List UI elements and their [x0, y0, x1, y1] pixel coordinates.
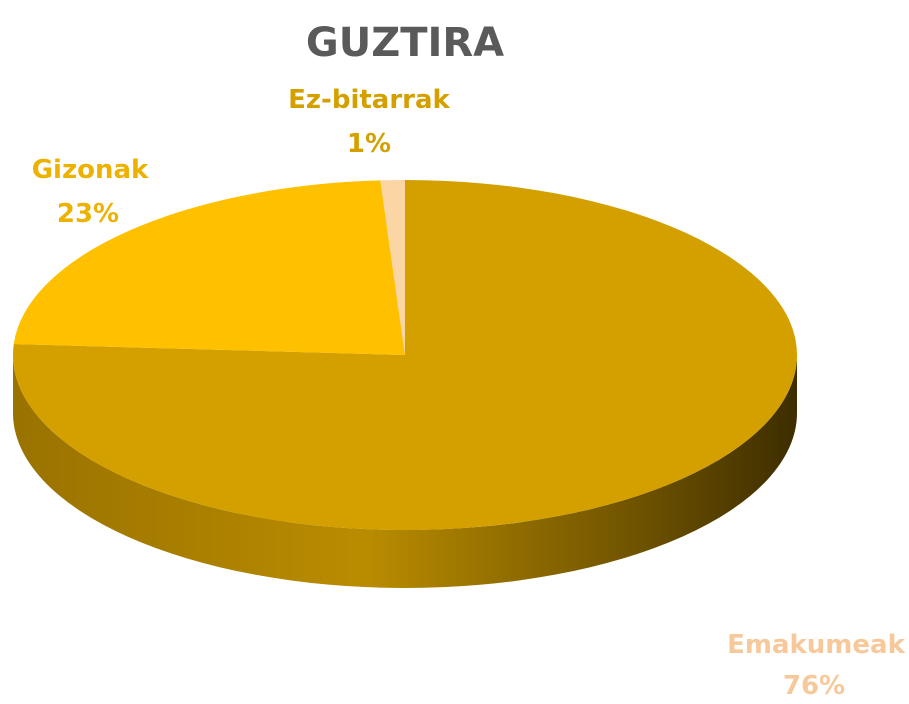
chart-title: GUZTIRA: [306, 20, 504, 66]
pie-side: [13, 355, 797, 588]
data-label-ez-bitarrak-value: 1%: [347, 129, 391, 159]
data-label-emakumeak-value: 76%: [783, 671, 845, 701]
data-label-emakumeak-name: Emakumeak: [727, 630, 905, 660]
data-label-ez-bitarrak-name: Ez-bitarrak: [288, 85, 450, 115]
data-label-gizonak-value: 23%: [57, 199, 119, 229]
pie-side-wall: [13, 355, 797, 588]
pie-slice-ez-bitarrak: [380, 180, 405, 355]
pie-slice-gizonak: [13, 180, 405, 355]
pie-slices: [12, 180, 797, 530]
data-label-gizonak-name: Gizonak: [32, 155, 149, 185]
